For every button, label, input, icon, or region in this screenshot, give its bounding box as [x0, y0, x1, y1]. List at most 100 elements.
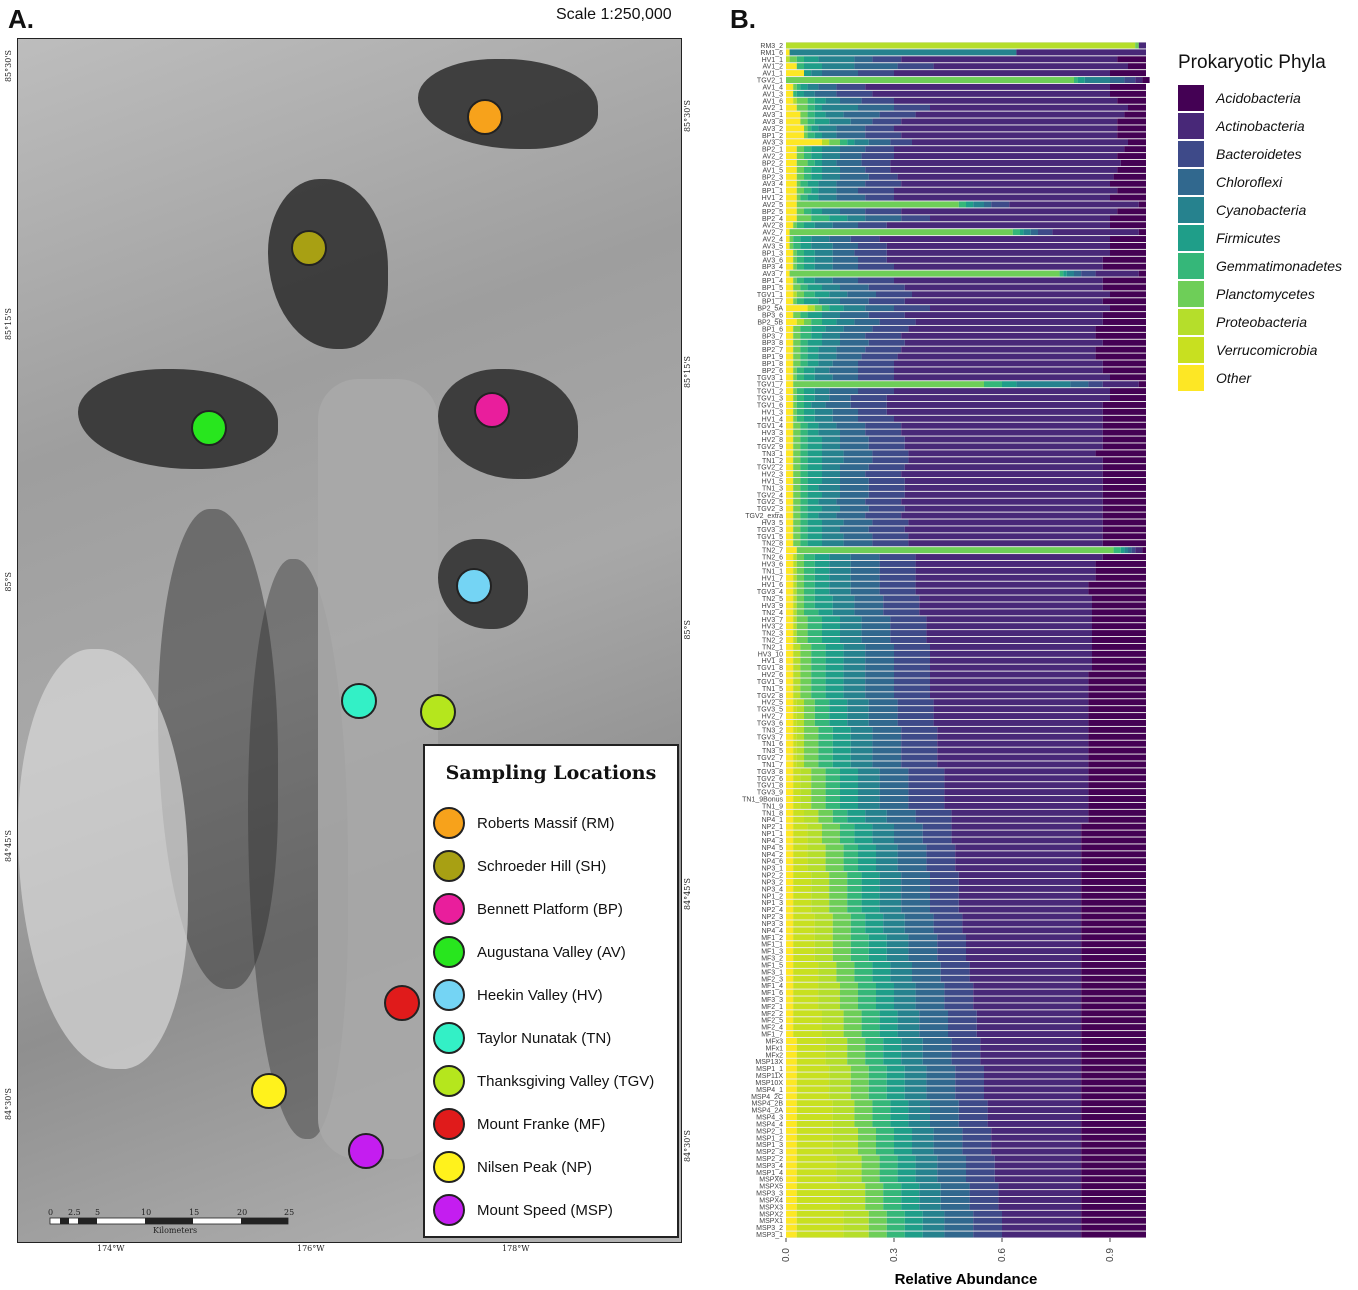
sample-label: HV2_3 — [762, 472, 784, 479]
bar-segment — [872, 1107, 891, 1114]
marker-nilsen-peak[interactable] — [251, 1073, 287, 1109]
bar-segment — [786, 830, 794, 837]
bar-segment — [1081, 270, 1096, 277]
bar-segment — [951, 816, 1089, 823]
bar-segment — [973, 1210, 1002, 1217]
bar-segment — [786, 865, 794, 872]
bar-segment — [822, 464, 840, 471]
bar-segment — [807, 180, 819, 187]
bar-segment — [901, 872, 930, 879]
bar-segment — [843, 305, 866, 312]
bar-segment — [796, 201, 959, 208]
bar-segment — [818, 56, 855, 63]
bar-segment — [865, 809, 887, 816]
bar-segment — [1092, 643, 1146, 650]
bar-segment — [1124, 547, 1128, 554]
bar-segment — [1138, 381, 1146, 388]
bar-segment — [930, 1100, 959, 1107]
bar-segment — [804, 560, 815, 567]
bar-segment — [818, 989, 840, 996]
sample-label: BP1_2 — [762, 133, 783, 140]
bar-segment — [786, 1031, 794, 1038]
marker-mount-franke[interactable] — [384, 985, 420, 1021]
bar-segment — [958, 885, 1082, 892]
bar-segment — [786, 464, 794, 471]
sample-label: MSP4_2B — [751, 1101, 783, 1108]
bar-segment — [807, 637, 822, 643]
bar-segment — [901, 1037, 923, 1044]
bar-segment — [984, 1065, 1082, 1072]
bar-segment — [933, 1141, 963, 1148]
bar-segment — [811, 332, 822, 339]
bar-segment — [786, 927, 794, 934]
bar-segment — [786, 630, 794, 637]
bar-segment — [843, 685, 866, 692]
sample-label: MSP11X — [756, 1073, 783, 1080]
bar-segment — [1081, 1100, 1146, 1107]
bar-segment — [825, 325, 844, 332]
bar-segment — [786, 450, 794, 457]
bar-segment — [868, 1065, 887, 1072]
marker-thanksgiving-valley[interactable] — [420, 694, 456, 730]
bar-segment — [822, 173, 840, 180]
bar-segment — [843, 540, 873, 547]
bar-segment — [793, 623, 797, 630]
bar-segment — [933, 719, 1089, 726]
bar-segment — [804, 809, 819, 816]
bar-segment — [786, 512, 794, 519]
marker-schroeder-hill[interactable] — [291, 230, 327, 266]
bar-segment — [919, 602, 1092, 609]
bar-segment — [865, 1203, 884, 1210]
bar-segment — [958, 892, 1082, 899]
bar-segment — [886, 1093, 905, 1100]
sample-label: BP2_1 — [762, 147, 783, 154]
bar-segment — [807, 339, 822, 346]
bar-segment — [962, 1127, 992, 1134]
marker-roberts-massif[interactable] — [467, 99, 503, 135]
bar-segment — [879, 567, 916, 574]
marker-mount-speed[interactable] — [348, 1133, 384, 1169]
bar-segment — [796, 595, 804, 602]
sample-label: AV3_1 — [763, 112, 784, 119]
bar-segment — [822, 526, 840, 533]
sample-label: NP2_3 — [762, 914, 784, 921]
bar-segment — [814, 395, 830, 402]
sample-label: HV1_3 — [762, 409, 784, 416]
bar-segment — [868, 339, 905, 346]
bar-segment — [786, 104, 797, 111]
bar-segment — [793, 747, 797, 754]
bar-segment — [872, 747, 902, 754]
bar-segment — [1124, 146, 1146, 153]
bar-segment — [865, 512, 902, 519]
bar-segment — [814, 602, 833, 609]
bar-segment — [940, 961, 970, 968]
bar-segment — [796, 623, 808, 630]
sample-label: TN1_9Bonus — [742, 797, 783, 804]
sample-label: AV2_5 — [763, 202, 784, 209]
bar-segment — [825, 789, 840, 796]
bar-segment — [850, 588, 880, 595]
bar-segment — [966, 948, 1082, 955]
bar-segment — [858, 802, 880, 809]
marker-bennett-platform[interactable] — [474, 392, 510, 428]
marker-augustana-valley[interactable] — [191, 410, 227, 446]
marker-taylor-nunatak[interactable] — [341, 683, 377, 719]
bar-segment — [1088, 796, 1146, 802]
bar-segment — [922, 1058, 952, 1065]
bar-segment — [973, 1003, 1082, 1010]
bar-segment — [865, 132, 902, 139]
bar-segment — [1052, 229, 1139, 236]
marker-heekin-valley[interactable] — [456, 568, 492, 604]
scalebar-graphic — [49, 1217, 289, 1225]
bar-segment — [786, 989, 794, 996]
sample-label: AV2_1 — [763, 105, 784, 112]
bar-segment — [854, 975, 873, 982]
sample-label: TN1_1 — [762, 568, 783, 575]
bar-segment — [1012, 229, 1020, 236]
bar-segment — [984, 1072, 1082, 1079]
bar-segment — [901, 471, 1103, 478]
bar-segment — [901, 885, 930, 892]
sample-label: BP3_8 — [762, 340, 783, 347]
bar-segment — [840, 153, 862, 160]
bar-segment — [804, 63, 822, 70]
